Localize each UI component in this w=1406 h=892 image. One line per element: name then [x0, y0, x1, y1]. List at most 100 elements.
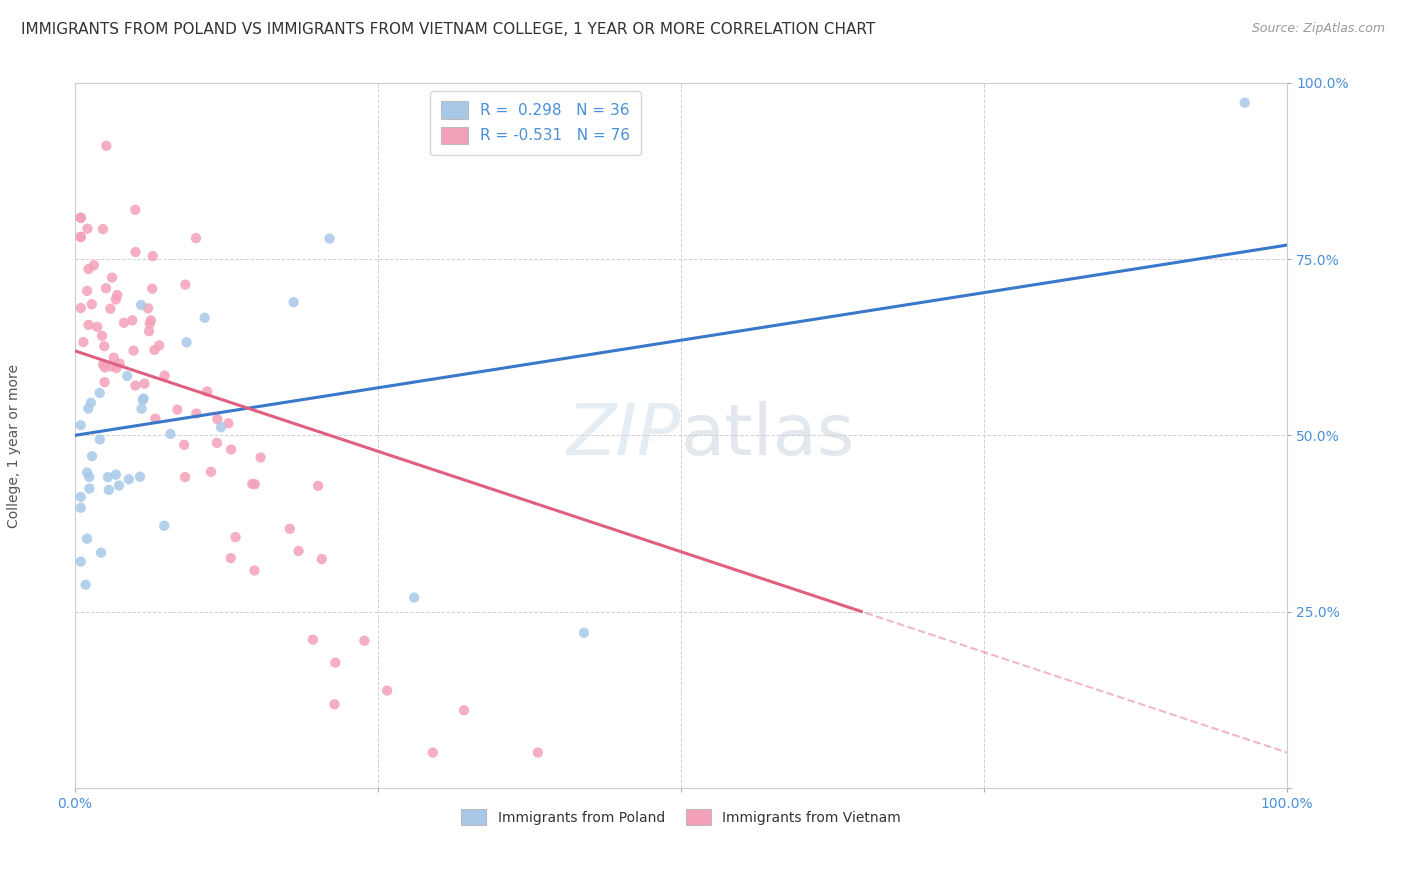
Point [89, 433, 111, 447]
Point [79, 482, 101, 496]
Point [69, 229, 91, 244]
Point [301, 632, 323, 647]
Point [243, 477, 266, 491]
Point [145, 411, 167, 425]
Point [83, 258, 105, 272]
Text: atlas: atlas [681, 401, 855, 470]
Point [76, 532, 98, 546]
Point [108, 478, 131, 492]
Point [76, 221, 98, 235]
Point [353, 633, 375, 648]
Legend: Immigrants from Poland, Immigrants from Vietnam: Immigrants from Poland, Immigrants from … [453, 801, 908, 834]
Point [129, 298, 152, 312]
Point [153, 368, 176, 383]
Point [311, 552, 333, 566]
Point [80, 395, 103, 409]
Point [124, 378, 146, 392]
Point [278, 522, 301, 536]
Point [318, 231, 340, 245]
Point [89, 386, 111, 401]
Point [138, 324, 160, 338]
Point [124, 202, 146, 217]
Point [240, 476, 263, 491]
Point [134, 376, 156, 391]
Point [100, 359, 122, 374]
Point [108, 357, 131, 371]
Point [195, 384, 218, 399]
Point [207, 412, 229, 426]
Point [77, 401, 100, 416]
Point [186, 407, 208, 421]
Point [200, 465, 222, 479]
Point [91, 222, 114, 236]
Text: IMMIGRANTS FROM POLAND VS IMMIGRANTS FROM VIETNAM COLLEGE, 1 YEAR OR MORE CORREL: IMMIGRANTS FROM POLAND VS IMMIGRANTS FRO… [21, 22, 876, 37]
Point [97, 470, 120, 484]
Point [76, 284, 98, 298]
Point [105, 361, 128, 376]
Point [69, 555, 91, 569]
Point [112, 316, 135, 330]
Point [77, 318, 100, 332]
Point [1233, 95, 1256, 110]
Point [225, 530, 247, 544]
Point [153, 518, 176, 533]
Point [141, 282, 163, 296]
Point [69, 230, 91, 244]
Point [90, 546, 112, 560]
Point [94, 360, 117, 375]
Point [91, 357, 114, 371]
Point [77, 470, 100, 484]
Point [115, 369, 138, 384]
Point [174, 470, 197, 484]
Point [375, 683, 398, 698]
Point [219, 442, 242, 457]
Text: Source: ZipAtlas.com: Source: ZipAtlas.com [1251, 22, 1385, 36]
Point [93, 339, 115, 353]
Point [136, 301, 159, 316]
Point [142, 249, 165, 263]
Point [76, 466, 98, 480]
Point [122, 343, 145, 358]
Point [323, 698, 346, 712]
Point [176, 335, 198, 350]
Point [69, 301, 91, 315]
Point [422, 746, 444, 760]
Point [69, 418, 91, 433]
Point [132, 392, 155, 407]
Point [91, 328, 114, 343]
Point [139, 313, 162, 327]
Point [184, 231, 207, 245]
Point [93, 375, 115, 389]
Point [219, 551, 242, 566]
Point [94, 281, 117, 295]
Point [174, 277, 197, 292]
Point [527, 746, 550, 760]
Point [131, 401, 153, 416]
Point [205, 435, 228, 450]
Point [105, 288, 128, 302]
Point [96, 138, 118, 153]
Point [104, 293, 127, 307]
Point [98, 301, 121, 316]
Point [138, 317, 160, 331]
Point [143, 343, 166, 357]
Point [129, 469, 152, 483]
Point [453, 703, 475, 717]
Point [287, 544, 309, 558]
Point [159, 426, 181, 441]
Point [69, 500, 91, 515]
Point [72, 334, 94, 349]
Point [325, 656, 347, 670]
Point [124, 245, 146, 260]
Point [404, 591, 426, 605]
Point [69, 211, 91, 225]
Point [97, 483, 120, 497]
Point [86, 319, 108, 334]
Point [80, 449, 103, 463]
Point [121, 313, 143, 327]
Point [118, 472, 141, 486]
Point [307, 479, 329, 493]
Point [69, 211, 91, 225]
Point [166, 402, 188, 417]
Point [572, 625, 595, 640]
